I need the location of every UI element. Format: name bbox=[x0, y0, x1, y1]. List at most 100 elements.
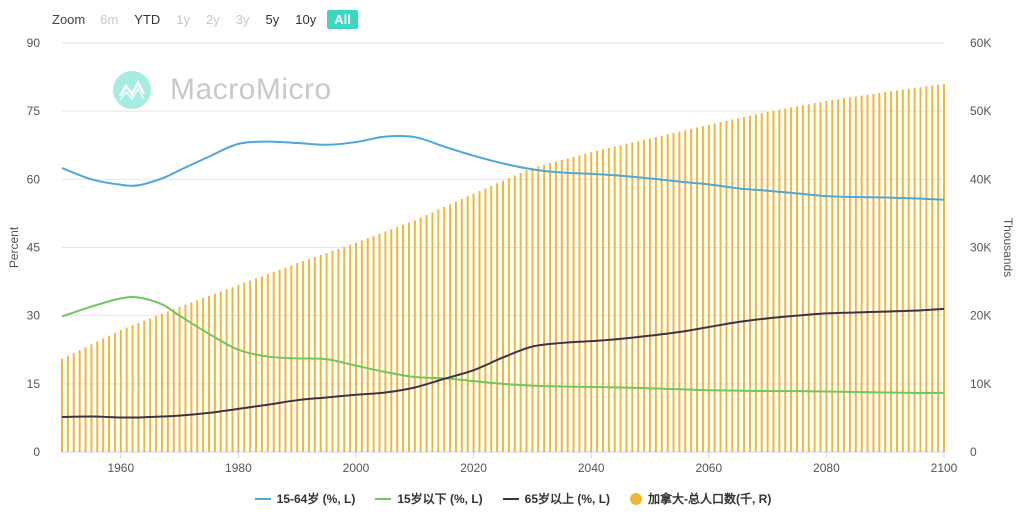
y-right-tick-label: 10K bbox=[970, 377, 991, 391]
population-bar bbox=[525, 170, 528, 452]
population-bar bbox=[637, 141, 640, 452]
population-bar bbox=[284, 267, 287, 452]
line-series-under15 bbox=[61, 295, 945, 394]
population-bar bbox=[696, 127, 699, 452]
legend-item-under15[interactable]: 15岁以下 (%, L) bbox=[375, 490, 483, 507]
population-bar bbox=[590, 152, 593, 453]
population-bar bbox=[813, 103, 816, 453]
population-bar bbox=[66, 355, 69, 452]
legend-label-under15: 15岁以下 (%, L) bbox=[397, 492, 483, 506]
population-bar bbox=[619, 145, 622, 452]
population-bar bbox=[678, 131, 681, 452]
population-bar bbox=[225, 289, 228, 452]
zoom-label: Zoom bbox=[52, 11, 86, 27]
zoom-all-button[interactable]: All bbox=[327, 9, 358, 29]
population-bar bbox=[666, 134, 669, 453]
y-right-tick-label: 0 bbox=[970, 445, 977, 459]
population-bar bbox=[137, 323, 140, 452]
population-bar bbox=[413, 220, 416, 452]
population-bar bbox=[113, 332, 116, 452]
population-bar bbox=[848, 97, 851, 452]
population-bar bbox=[554, 161, 557, 452]
population-bar bbox=[484, 188, 487, 453]
x-tick-label: 2060 bbox=[695, 461, 722, 475]
population-bar bbox=[919, 87, 922, 452]
population-bar bbox=[825, 100, 828, 453]
y-left-tick-label: 0 bbox=[33, 445, 40, 459]
population-bar bbox=[443, 206, 446, 452]
population-bar bbox=[502, 180, 504, 453]
population-bar bbox=[360, 240, 363, 452]
zoom-5y-button[interactable]: 5y bbox=[265, 11, 280, 27]
population-bar bbox=[872, 93, 875, 453]
population-bar bbox=[507, 178, 510, 453]
population-bar bbox=[819, 102, 822, 452]
population-bar bbox=[202, 298, 205, 452]
population-bar bbox=[378, 233, 381, 452]
population-bar bbox=[178, 306, 181, 452]
population-bar bbox=[454, 201, 457, 452]
legend-item-over65[interactable]: 65岁以上 (%, L) bbox=[502, 490, 610, 507]
watermark: MacroMicro bbox=[112, 70, 332, 110]
zoom-1y-button[interactable]: 1y bbox=[176, 11, 191, 27]
population-bar bbox=[172, 309, 175, 452]
population-bar bbox=[801, 105, 804, 453]
x-tick-label: 1980 bbox=[225, 461, 252, 475]
population-bar bbox=[478, 191, 481, 453]
population-bar bbox=[737, 118, 740, 453]
population-bar bbox=[596, 150, 599, 452]
population-bar bbox=[901, 89, 904, 452]
x-tick-label: 2100 bbox=[931, 461, 958, 475]
population-bar bbox=[937, 84, 940, 452]
population-bar bbox=[884, 92, 887, 452]
legend-item-population[interactable]: 加拿大-总人口数(千, R) bbox=[630, 490, 771, 507]
population-bar bbox=[319, 254, 322, 452]
population-bar bbox=[943, 83, 945, 453]
population-bar bbox=[390, 229, 393, 452]
population-bar bbox=[402, 224, 405, 452]
legend-item-working-age[interactable]: 15-64岁 (%, L) bbox=[254, 490, 356, 507]
zoom-3y-button[interactable]: 3y bbox=[235, 11, 250, 27]
population-bar bbox=[707, 124, 710, 453]
legend: 15-64岁 (%, L) 15岁以下 (%, L) 65岁以上 (%, L) … bbox=[0, 490, 1026, 507]
zoom-6m-button[interactable]: 6m bbox=[100, 11, 119, 27]
population-bar bbox=[649, 138, 651, 452]
population-bar bbox=[302, 261, 305, 452]
population-bar bbox=[513, 175, 516, 453]
population-bar bbox=[878, 92, 881, 453]
population-bar bbox=[325, 252, 328, 452]
y-right-tick-label: 60K bbox=[970, 36, 991, 50]
population-bar bbox=[249, 280, 252, 452]
population-bar bbox=[895, 90, 898, 452]
population-bar bbox=[260, 276, 263, 452]
population-bar bbox=[90, 344, 93, 452]
population-bar bbox=[131, 325, 134, 452]
population-bar bbox=[84, 347, 87, 452]
population-bar bbox=[231, 287, 234, 452]
population-bar bbox=[701, 126, 704, 452]
population-bar bbox=[196, 300, 199, 452]
population-bar bbox=[149, 318, 152, 452]
population-bar bbox=[166, 311, 169, 452]
population-bar bbox=[572, 156, 575, 452]
watermark-text: MacroMicro bbox=[170, 73, 332, 106]
chart-area: 0 15 30 45 60 75 90 0 10K 20K 30K 40K 50K 60K Percent T… bbox=[7, 36, 1015, 475]
zoom-2y-button[interactable]: 2y bbox=[206, 11, 220, 27]
population-bar bbox=[437, 209, 440, 452]
x-tick-label: 2000 bbox=[343, 461, 370, 475]
population-bar bbox=[496, 183, 499, 453]
population-bar bbox=[278, 269, 281, 452]
zoom-ytd-button[interactable]: YTD bbox=[134, 11, 161, 27]
population-bar bbox=[143, 320, 146, 452]
legend-line-over65 bbox=[502, 497, 519, 500]
population-bar bbox=[766, 111, 769, 453]
population-bar bbox=[907, 88, 910, 453]
zoom-10y-button[interactable]: 10y bbox=[295, 11, 317, 27]
y-right-tick-label: 30K bbox=[970, 241, 991, 255]
population-bar bbox=[931, 85, 934, 452]
population-bar bbox=[831, 100, 834, 453]
macromicro-logo-icon bbox=[113, 71, 151, 109]
legend-label-working-age: 15-64岁 (%, L) bbox=[276, 492, 356, 506]
x-tick-label: 2080 bbox=[813, 461, 840, 475]
population-bar bbox=[407, 222, 410, 452]
